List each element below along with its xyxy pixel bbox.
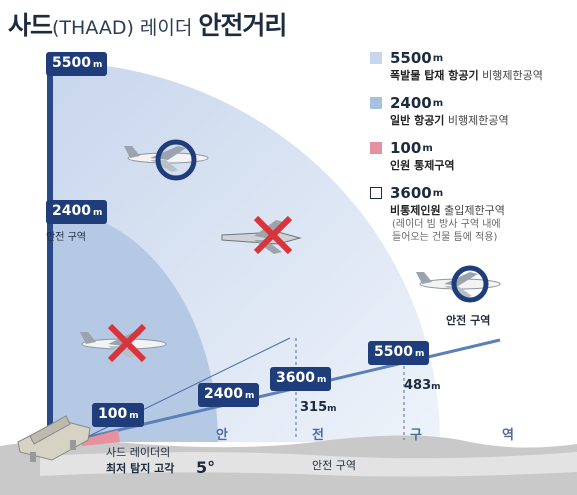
legend-unit: m <box>432 187 444 199</box>
tag-unit: m <box>92 208 103 218</box>
min-angle-line-2: 최저 탐지 고각 <box>106 462 175 475</box>
fighter-jet-icon-prohibited <box>221 215 302 255</box>
airliner-icon-allowed-2 <box>416 265 501 303</box>
tag-unit: m <box>414 349 425 359</box>
tag-unit: m <box>92 60 103 70</box>
page-title: 사드(THAAD) 레이더 안전거리 <box>8 6 287 42</box>
legend-swatch-5500 <box>370 52 382 64</box>
legend-unit: m <box>422 142 433 154</box>
height-315: 315m <box>300 400 337 415</box>
ground-strip <box>40 452 577 477</box>
legend-desc-bold: 폭발물 탑재 항공기 <box>390 69 479 82</box>
legend-value: 5500 <box>390 49 432 67</box>
legend-item-2400: 2400 m 일반 항공기 비행제한공역 <box>370 93 575 128</box>
legend-value: 100 <box>390 139 422 157</box>
beam-tag-3600: 3600 m <box>270 367 332 391</box>
min-angle-line-1: 사드 레이더의 <box>106 446 171 459</box>
height-483: 483m <box>404 378 441 393</box>
tag-value: 100 <box>98 406 128 422</box>
airliner-icon-prohibited <box>80 323 167 363</box>
beam-tag-5500: 5500 m <box>368 341 430 365</box>
legend-swatch-2400 <box>370 97 382 109</box>
beam-tag-2400: 2400 m <box>198 383 260 407</box>
sky-safe-zone-label: 안전 구역 <box>446 314 491 327</box>
tag-value: 5500 <box>374 344 413 360</box>
legend-desc-bold: 비통제인원 <box>390 204 441 217</box>
axis-tag-5500: 5500 m <box>46 52 108 76</box>
ground-letter-1: 안 <box>216 428 228 443</box>
height-value: 315 <box>300 400 328 415</box>
ground-letter-3: 구 <box>410 428 422 443</box>
tag-value: 2400 <box>52 203 91 219</box>
legend-item-100: 100 m 인원 통제구역 <box>370 138 575 173</box>
legend-unit: m <box>432 52 444 64</box>
title-bold: 안전거리 <box>198 11 287 40</box>
legend-note-line-2: 들어오는 건물 틈에 적용) <box>392 232 498 243</box>
title-paren: (THAAD) <box>52 17 134 39</box>
title-mid: 레이더 <box>133 17 199 39</box>
legend-desc-light: 비행제한공역 <box>478 69 543 82</box>
height-unit: m <box>431 382 441 392</box>
tag-value: 5500 <box>52 55 91 71</box>
height-value: 483 <box>404 378 432 393</box>
zone-100 <box>80 430 120 446</box>
ground-letter-2: 전 <box>312 428 324 443</box>
tag-value: 2400 <box>204 386 243 402</box>
legend-item-5500: 5500 m 폭발물 탑재 항공기 비행제한공역 <box>370 48 575 83</box>
zone-2400 <box>50 210 218 442</box>
min-angle-annotation: 사드 레이더의 최저 탐지 고각 <box>106 444 174 476</box>
legend-swatch-3600 <box>370 187 382 199</box>
legend-value: 2400 <box>390 94 432 112</box>
legend: 5500 m 폭발물 탑재 항공기 비행제한공역 2400 m 일반 항공기 비행제… <box>370 48 575 244</box>
legend-desc-bold: 인원 통제구역 <box>390 159 455 172</box>
ground-safe-zone-label: 안전 구역 <box>312 459 356 472</box>
axis-safe-zone-label: 안전 구역 <box>46 232 86 243</box>
tag-value: 3600 <box>276 370 315 386</box>
legend-desc-bold: 일반 항공기 <box>390 114 445 127</box>
axis-tag-2400: 2400 m <box>46 200 108 224</box>
ground-letter-4: 역 <box>502 428 514 443</box>
height-unit: m <box>327 404 337 414</box>
legend-item-3600: 3600 m 비통제인원 출입제한구역 (레이더 빔 방사 구역 내에 들어오는 … <box>370 183 575 244</box>
tag-unit: m <box>244 391 255 401</box>
legend-desc-light: 출입제한구역 <box>440 204 505 217</box>
title-main: 사드 <box>8 11 53 40</box>
airliner-icon-allowed-1 <box>124 139 209 181</box>
legend-unit: m <box>432 97 444 109</box>
tag-unit: m <box>316 375 327 385</box>
min-angle-value: 5° <box>196 458 216 477</box>
legend-value: 3600 <box>390 184 432 202</box>
legend-swatch-100 <box>370 142 382 154</box>
tag-unit: m <box>129 411 139 421</box>
radar-icon <box>17 415 91 462</box>
legend-desc-light: 비행제한공역 <box>444 114 509 127</box>
beam-tag-100: 100 m <box>92 403 144 427</box>
legend-note-line-1: (레이더 빔 방사 구역 내에 <box>392 219 501 230</box>
altitude-axis <box>47 62 53 444</box>
